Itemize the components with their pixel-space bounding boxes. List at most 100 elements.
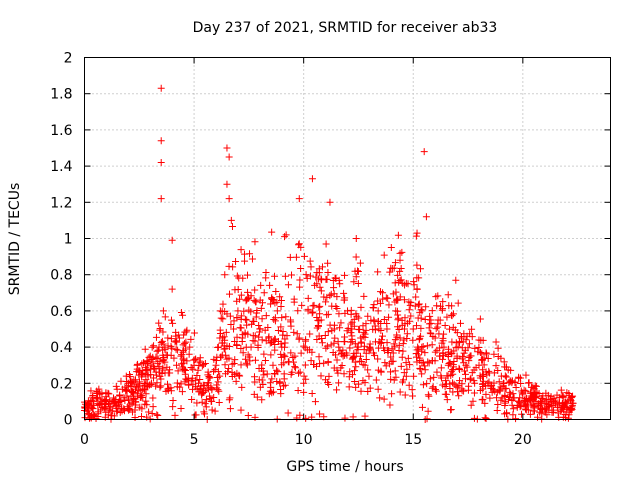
- data-point: [327, 290, 335, 298]
- data-point: [499, 379, 507, 387]
- data-point: [169, 403, 177, 411]
- data-point: [402, 372, 410, 380]
- data-point: [278, 314, 286, 322]
- data-point: [244, 293, 252, 301]
- data-point: [287, 316, 295, 324]
- data-point: [362, 326, 370, 334]
- data-point: [258, 361, 266, 369]
- data-point: [193, 385, 201, 393]
- data-point: [267, 383, 275, 391]
- data-point: [271, 317, 279, 325]
- data-point: [493, 394, 501, 402]
- data-point: [308, 309, 316, 317]
- data-point: [398, 248, 406, 256]
- data-point: [233, 314, 241, 322]
- data-point: [387, 375, 395, 383]
- data-point: [380, 316, 388, 324]
- data-point: [335, 343, 343, 351]
- data-point: [261, 326, 269, 334]
- data-point: [296, 283, 304, 291]
- data-point: [341, 294, 349, 302]
- data-point: [295, 241, 303, 249]
- data-point: [208, 406, 216, 414]
- data-point: [418, 370, 426, 378]
- data-point: [153, 379, 161, 387]
- data-point: [330, 325, 338, 333]
- data-point: [193, 371, 201, 379]
- data-point: [405, 306, 413, 314]
- data-point: [506, 378, 514, 386]
- data-point: [138, 412, 146, 420]
- data-point: [118, 385, 126, 393]
- data-point: [461, 370, 469, 378]
- data-point: [302, 375, 310, 383]
- data-point: [429, 357, 437, 365]
- data-point: [180, 356, 188, 364]
- data-point: [277, 303, 285, 311]
- data-point: [365, 343, 373, 351]
- data-point: [145, 408, 153, 416]
- data-point: [361, 333, 369, 341]
- data-point: [424, 391, 432, 399]
- data-point: [465, 340, 473, 348]
- data-point: [341, 414, 349, 422]
- data-point: [167, 316, 175, 324]
- data-point: [501, 372, 509, 380]
- data-point: [330, 364, 338, 372]
- data-point: [346, 368, 354, 376]
- data-point: [187, 335, 195, 343]
- chart-title: Day 237 of 2021, SRMTID for receiver ab3…: [193, 20, 498, 36]
- data-point: [315, 353, 323, 361]
- data-point: [214, 386, 222, 394]
- data-point: [564, 414, 572, 422]
- data-point: [164, 385, 172, 393]
- data-point: [280, 375, 288, 383]
- data-point: [244, 351, 252, 359]
- data-point: [460, 349, 468, 357]
- data-point: [335, 379, 343, 387]
- data-point: [362, 320, 370, 328]
- data-point: [406, 361, 414, 369]
- data-point: [448, 338, 456, 346]
- data-point: [434, 292, 442, 300]
- data-point: [393, 331, 401, 339]
- data-point: [136, 403, 144, 411]
- data-point: [439, 298, 447, 306]
- data-point: [521, 405, 529, 413]
- data-point: [257, 281, 265, 289]
- data-point: [323, 342, 331, 350]
- data-point: [267, 295, 275, 303]
- data-point: [89, 397, 97, 405]
- data-point: [141, 400, 149, 408]
- data-point: [536, 401, 544, 409]
- data-point: [152, 333, 160, 341]
- data-point: [337, 319, 345, 327]
- ticks-layer: 0 5 10 15 20 0 0.2 0.4 0.6 0.8 1 1.2 1.4 1.6 1.8 2: [50, 51, 611, 448]
- data-point: [565, 389, 573, 397]
- data-point: [386, 268, 394, 276]
- data-point: [522, 371, 530, 379]
- data-point: [239, 349, 247, 357]
- data-point: [229, 263, 237, 271]
- y-tick-label: 1.6: [50, 123, 72, 139]
- data-point: [270, 315, 278, 323]
- data-point: [263, 370, 271, 378]
- data-point: [410, 281, 418, 289]
- data-point: [541, 405, 549, 413]
- data-point: [277, 340, 285, 348]
- data-point: [241, 250, 249, 258]
- data-point: [379, 295, 387, 303]
- data-point: [115, 399, 123, 407]
- data-point: [474, 348, 482, 356]
- data-point: [557, 386, 565, 394]
- data-point: [179, 311, 187, 319]
- data-point: [475, 361, 483, 369]
- data-point: [417, 306, 425, 314]
- data-point: [409, 325, 417, 333]
- data-point: [277, 323, 285, 331]
- data-point: [250, 390, 258, 398]
- data-point: [424, 358, 432, 366]
- data-point: [313, 336, 321, 344]
- data-point: [331, 351, 339, 359]
- data-point: [271, 346, 279, 354]
